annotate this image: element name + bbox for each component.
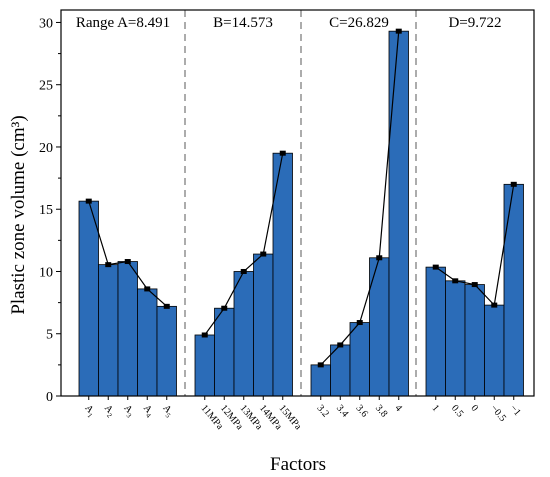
range-label-2: B=14.573 [213,15,273,31]
range-label-3: C=26.829 [329,15,389,31]
plot-border [60,9,535,397]
bar-4-2 [445,280,466,397]
x-tick-label: 3.6 [353,403,369,420]
point-3-1 [317,362,324,368]
bar-1-3 [117,261,138,397]
point-1-5 [163,303,170,309]
x-tick-label: 4 [392,403,404,414]
bar-2-4 [253,253,274,397]
x-tick-label: 3.4 [334,403,350,420]
point-2-3 [240,268,247,274]
point-1-4 [144,286,151,292]
y-tick-label: 10 [39,265,53,280]
point-3-3 [356,320,363,326]
point-4-2 [452,278,459,284]
point-2-1 [201,332,208,338]
bar-2-2 [214,307,235,397]
bar-3-3 [349,322,370,397]
bar-1-1 [78,200,99,397]
x-tick-label: A5 [159,403,176,420]
point-1-3 [124,259,131,265]
bar-1-5 [156,305,177,397]
x-tick-label: 0 [468,403,480,414]
bar-3-5 [388,30,409,397]
y-tick-label: 5 [46,328,53,343]
lines-layer [85,28,517,368]
x-tick-label: 1 [429,403,441,414]
point-3-4 [376,255,383,261]
bar-2-3 [233,271,254,397]
plot-frame [60,9,535,397]
x-tick-label: −1 [507,403,522,418]
y-tick-label: 30 [39,16,53,31]
range-label-4: D=9.722 [448,15,501,31]
point-4-4 [491,302,498,308]
point-2-2 [221,305,228,311]
x-axis-title: Factors [270,454,326,475]
y-axis: 0 5 10 15 20 25 30 [39,16,61,405]
y-tick-label: 20 [39,141,53,156]
range-labels: Range A=8.491 B=14.573 C=26.829 D=9.722 [76,15,502,31]
y-tick-label: 15 [39,203,53,218]
bar-4-5 [503,183,524,397]
point-3-2 [337,342,344,348]
bar-4-1 [425,266,446,397]
bar-3-1 [310,364,331,397]
range-label-1: Range A=8.491 [76,15,170,31]
y-axis-title: Plastic zone volume (cm³) [8,115,29,314]
x-tick-label: A4 [139,403,156,420]
bar-2-1 [194,334,215,397]
y-tick-label: 25 [39,79,53,94]
x-tick-label: 3.8 [373,403,389,420]
bar-1-4 [137,288,158,397]
point-2-4 [260,251,267,257]
x-tick-label: 0.5 [449,403,465,420]
bar-4-3 [464,284,485,397]
x-tick-label: 15MPa [276,403,303,433]
point-2-5 [279,150,286,156]
x-tick-label: A3 [120,403,137,420]
point-4-5 [510,181,517,187]
separators-layer [184,10,417,396]
point-4-1 [432,264,439,270]
point-1-2 [105,262,112,268]
x-tick-label: 3.2 [314,403,330,420]
bar-4-4 [484,304,505,397]
bars-layer [78,30,524,397]
point-3-5 [395,28,402,34]
x-tick-label: A2 [100,403,117,420]
x-tick-label: −0.5 [488,403,508,424]
point-4-3 [471,282,478,288]
x-tick-label: A1 [81,403,98,420]
point-1-1 [85,198,92,204]
bar-1-2 [98,264,119,397]
y-tick-label: 0 [46,390,53,405]
